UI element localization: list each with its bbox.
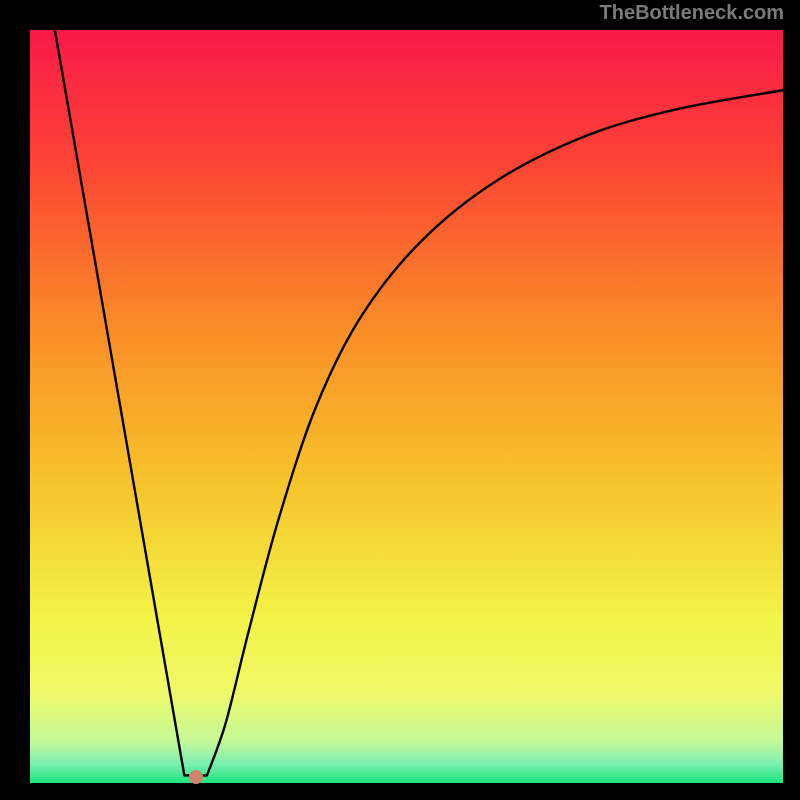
curve-path	[55, 30, 783, 775]
chart-container: TheBottleneck.com	[0, 0, 800, 800]
bottleneck-curve	[30, 30, 783, 783]
source-watermark: TheBottleneck.com	[600, 2, 784, 25]
optimum-marker	[189, 770, 203, 784]
plot-area	[30, 30, 783, 783]
